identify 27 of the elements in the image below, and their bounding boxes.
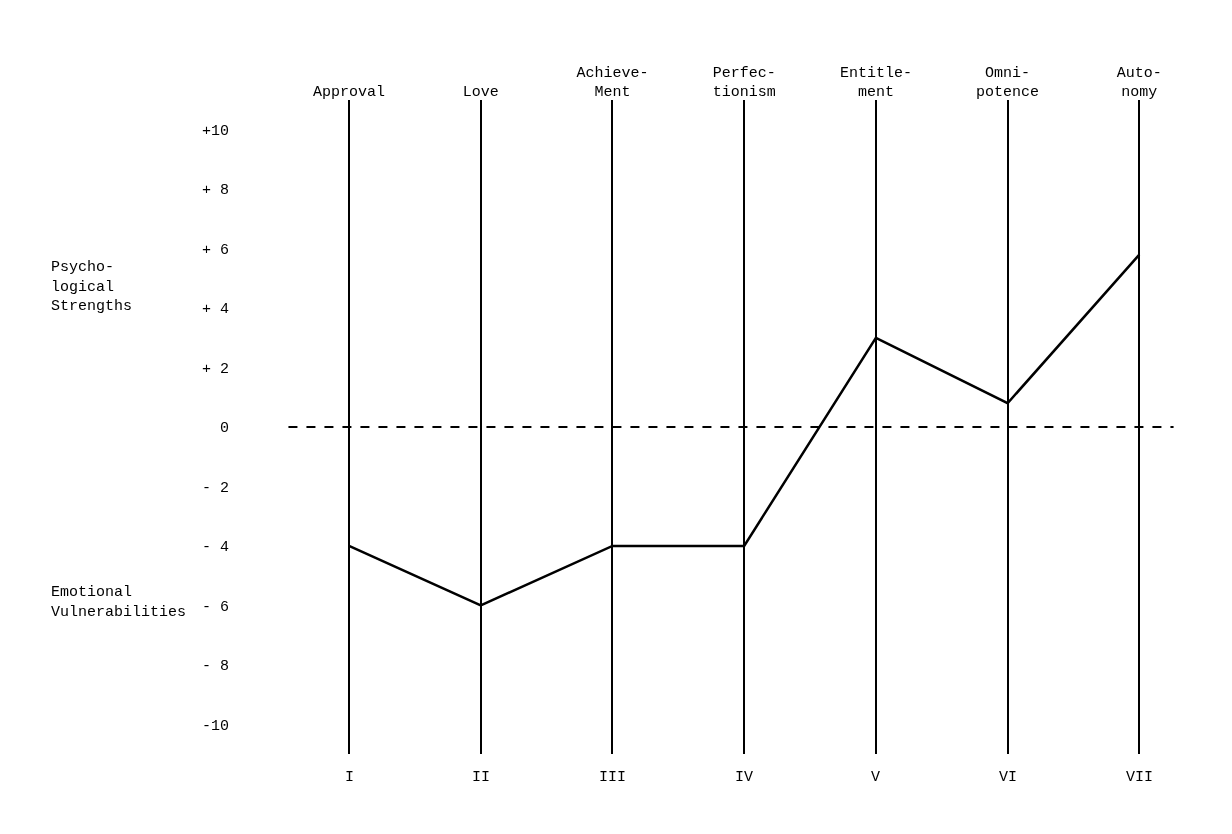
y-tick-label: 0 — [219, 420, 229, 438]
y-tick-label: - 2 — [201, 479, 229, 497]
y-tick-label: + 2 — [201, 360, 229, 378]
y-tick-label: + 8 — [201, 182, 229, 200]
x-tick-label: Perfec- tionism — [712, 64, 776, 101]
text: VII — [1126, 769, 1154, 786]
y-tick-label: +10 — [201, 122, 229, 140]
x-tick-label: Love — [462, 84, 499, 101]
text: III — [599, 769, 627, 786]
y-tick-label: - 4 — [201, 539, 229, 557]
y-tick-label: -10 — [201, 717, 229, 735]
y-tick-label: + 4 — [201, 301, 229, 319]
text: II — [472, 769, 491, 786]
text: V — [871, 769, 881, 786]
x-tick-label: Omni- potence — [976, 64, 1040, 101]
text: IV — [735, 769, 754, 786]
text: Psycho- logical Strengths — [51, 259, 133, 315]
text: I — [345, 769, 355, 786]
y-tick-label: - 6 — [201, 598, 229, 616]
x-tick-label: Achieve- Ment — [576, 64, 649, 101]
y-tick-label: - 8 — [201, 658, 229, 676]
text: VI — [999, 769, 1018, 786]
x-tick-label: Auto- nomy — [1116, 64, 1162, 101]
text: Emotional Vulnerabilities — [51, 584, 187, 621]
x-tick-label: Entitle- ment — [839, 64, 912, 101]
y-tick-label: + 6 — [201, 241, 229, 259]
x-tick-label: Approval — [313, 84, 386, 101]
